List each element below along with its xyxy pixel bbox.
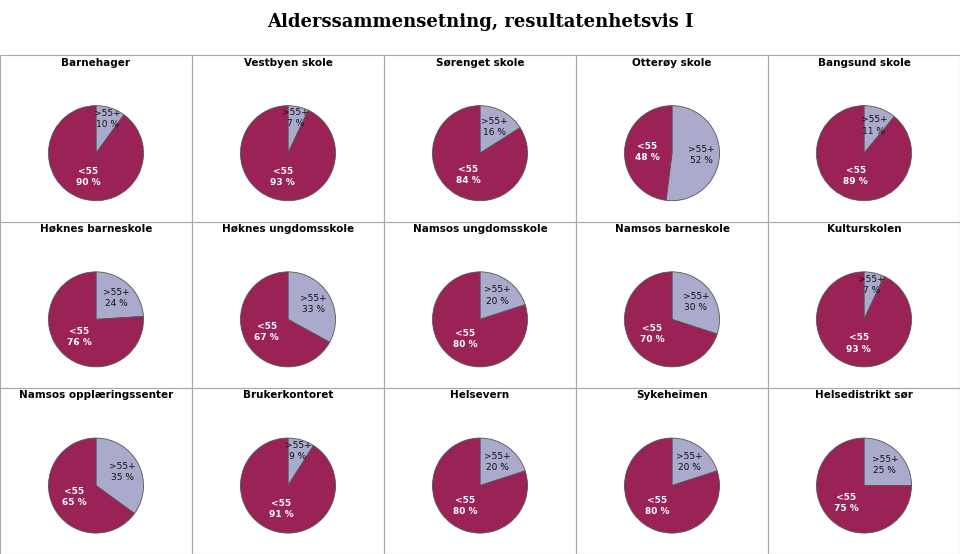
Text: >55+
20 %: >55+ 20 % bbox=[484, 285, 511, 306]
Text: >55+
35 %: >55+ 35 % bbox=[108, 462, 135, 482]
Text: Sørenget skole: Sørenget skole bbox=[436, 58, 524, 68]
Text: <55
91 %: <55 91 % bbox=[269, 499, 294, 519]
Wedge shape bbox=[433, 272, 527, 367]
Wedge shape bbox=[96, 272, 143, 319]
Text: >55+
7 %: >55+ 7 % bbox=[858, 275, 885, 295]
Text: Brukerkontoret: Brukerkontoret bbox=[243, 390, 333, 400]
Text: Høknes barneskole: Høknes barneskole bbox=[39, 224, 153, 234]
Wedge shape bbox=[672, 438, 717, 485]
Wedge shape bbox=[666, 106, 719, 201]
Wedge shape bbox=[241, 106, 335, 201]
Wedge shape bbox=[864, 106, 895, 153]
Text: <55
89 %: <55 89 % bbox=[843, 166, 868, 187]
Text: <55
65 %: <55 65 % bbox=[61, 487, 86, 507]
Text: >55+
52 %: >55+ 52 % bbox=[688, 145, 714, 165]
Wedge shape bbox=[672, 272, 719, 334]
Text: >55+
11 %: >55+ 11 % bbox=[861, 115, 887, 136]
Wedge shape bbox=[480, 438, 525, 485]
Text: Vestbyen skole: Vestbyen skole bbox=[244, 58, 332, 68]
Text: Sykeheimen: Sykeheimen bbox=[636, 390, 708, 400]
Text: Kulturskolen: Kulturskolen bbox=[827, 224, 901, 234]
Text: >55+
7 %: >55+ 7 % bbox=[282, 109, 309, 129]
Text: <55
80 %: <55 80 % bbox=[453, 329, 478, 350]
Text: >55+
20 %: >55+ 20 % bbox=[676, 452, 703, 472]
Wedge shape bbox=[480, 272, 525, 319]
Wedge shape bbox=[96, 438, 143, 514]
Wedge shape bbox=[625, 272, 717, 367]
Text: <55
70 %: <55 70 % bbox=[639, 324, 664, 344]
Text: >55+
30 %: >55+ 30 % bbox=[683, 292, 709, 312]
Text: Namsos opplæringssenter: Namsos opplæringssenter bbox=[19, 390, 173, 400]
Text: >55+
16 %: >55+ 16 % bbox=[481, 117, 508, 137]
Wedge shape bbox=[241, 438, 335, 533]
Text: >55+
20 %: >55+ 20 % bbox=[484, 452, 511, 472]
Text: <55
90 %: <55 90 % bbox=[76, 167, 101, 187]
Text: Barnehager: Barnehager bbox=[61, 58, 131, 68]
Text: <55
93 %: <55 93 % bbox=[270, 167, 295, 187]
Wedge shape bbox=[433, 438, 527, 533]
Text: >55+
10 %: >55+ 10 % bbox=[94, 109, 120, 129]
Text: >55+
25 %: >55+ 25 % bbox=[872, 455, 899, 475]
Wedge shape bbox=[288, 438, 314, 485]
Wedge shape bbox=[241, 272, 329, 367]
Wedge shape bbox=[817, 272, 911, 367]
Wedge shape bbox=[288, 106, 308, 153]
Wedge shape bbox=[49, 438, 134, 533]
Text: Høknes ungdomsskole: Høknes ungdomsskole bbox=[222, 224, 354, 234]
Wedge shape bbox=[864, 272, 884, 319]
Text: Alderssammensetning, resultatenhetsvis I: Alderssammensetning, resultatenhetsvis I bbox=[267, 13, 693, 31]
Text: >55+
9 %: >55+ 9 % bbox=[284, 442, 311, 461]
Text: Bangsund skole: Bangsund skole bbox=[818, 58, 910, 68]
Text: Helsedistrikt sør: Helsedistrikt sør bbox=[815, 390, 913, 400]
Text: <55
84 %: <55 84 % bbox=[456, 165, 480, 185]
Text: Namsos ungdomsskole: Namsos ungdomsskole bbox=[413, 224, 547, 234]
Wedge shape bbox=[625, 106, 672, 201]
Text: <55
93 %: <55 93 % bbox=[846, 334, 871, 353]
Wedge shape bbox=[96, 106, 124, 153]
Text: Helsevern: Helsevern bbox=[450, 390, 510, 400]
Wedge shape bbox=[864, 438, 911, 485]
Text: <55
80 %: <55 80 % bbox=[453, 495, 478, 516]
Text: >55+
33 %: >55+ 33 % bbox=[300, 294, 326, 315]
Text: Namsos barneskole: Namsos barneskole bbox=[614, 224, 730, 234]
Wedge shape bbox=[288, 272, 335, 342]
Text: <55
76 %: <55 76 % bbox=[66, 327, 91, 347]
Wedge shape bbox=[433, 106, 527, 201]
Text: <55
80 %: <55 80 % bbox=[645, 495, 670, 516]
Wedge shape bbox=[49, 106, 143, 201]
Text: <55
48 %: <55 48 % bbox=[635, 142, 660, 162]
Wedge shape bbox=[817, 438, 911, 533]
Text: <55
75 %: <55 75 % bbox=[834, 493, 859, 513]
Wedge shape bbox=[480, 106, 520, 153]
Wedge shape bbox=[625, 438, 719, 533]
Text: <55
67 %: <55 67 % bbox=[254, 322, 279, 342]
Text: Otterøy skole: Otterøy skole bbox=[633, 58, 711, 68]
Wedge shape bbox=[817, 106, 911, 201]
Wedge shape bbox=[49, 272, 143, 367]
Text: >55+
24 %: >55+ 24 % bbox=[103, 288, 130, 308]
